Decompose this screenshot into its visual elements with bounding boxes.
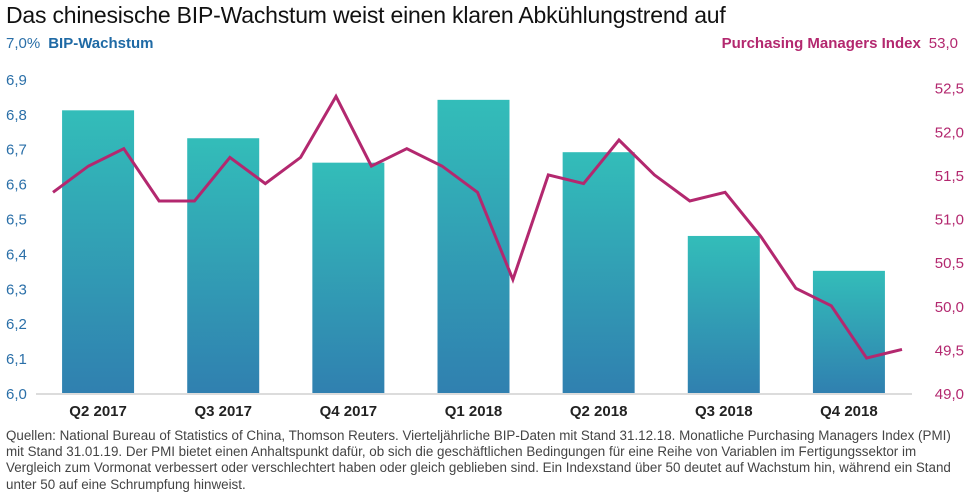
left-tick-label: 6,1 — [6, 351, 27, 368]
x-tick-label: Q2 2018 — [570, 403, 628, 420]
x-tick-label: Q2 2017 — [69, 403, 127, 420]
pmi-line — [52, 93, 903, 360]
source-footnote: Quellen: National Bureau of Statistics o… — [6, 428, 951, 492]
left-tick-label: 6,9 — [6, 72, 27, 89]
gdp-bar — [62, 110, 135, 393]
pmi-line-layer — [52, 93, 903, 360]
right-tick-label: 49,0 — [935, 386, 964, 403]
gdp-bar — [312, 162, 385, 393]
gdp-bar — [437, 99, 510, 393]
left-tick-label: 6,6 — [6, 177, 27, 194]
right-tick-label: 50,5 — [935, 255, 964, 272]
gdp-bar — [687, 235, 760, 393]
left-tick-label: 6,0 — [6, 386, 27, 403]
left-tick-label: 6,5 — [6, 212, 27, 229]
x-tick-label: Q3 2018 — [695, 403, 753, 420]
left-tick-label: 6,3 — [6, 281, 27, 298]
chart-title: Das chinesische BIP-Wachstum weist einen… — [6, 2, 726, 28]
right-tick-label: 50,0 — [935, 299, 964, 316]
x-axis-labels: Q2 2017 Q3 2017 Q4 2017 Q1 2018 Q2 2018 Q3 20… — [69, 403, 877, 420]
left-tick-label: 6,8 — [6, 107, 27, 124]
right-tick-label: 52,5 — [935, 81, 964, 98]
right-axis-ticks: 49,0 49,5 50,0 50,5 51,0 51,5 52,0 52,5 — [935, 81, 964, 403]
x-tick-label: Q4 2017 — [320, 403, 378, 420]
gdp-bar — [187, 138, 260, 393]
left-axis-title: BIP-Wachstum — [48, 35, 154, 52]
right-tick-label: 51,5 — [935, 168, 964, 185]
right-axis-top-tick: 53,0 — [928, 35, 958, 52]
x-tick-label: Q4 2018 — [820, 403, 878, 420]
x-tick-label: Q1 2018 — [445, 403, 503, 420]
x-tick-label: Q3 2017 — [194, 403, 252, 420]
gdp-bars — [62, 99, 885, 393]
left-tick-label: 6,2 — [6, 316, 27, 333]
left-axis-header: 7,0% BIP-Wachstum — [6, 35, 154, 52]
right-tick-label: 52,0 — [935, 124, 964, 141]
left-axis-ticks: 6,0 6,1 6,2 6,3 6,4 6,5 6,6 6,7 6,8 6,9 — [6, 72, 27, 403]
right-axis-title: Purchasing Managers Index — [721, 35, 921, 52]
right-axis-header: Purchasing Managers Index 53,0 — [722, 35, 958, 52]
left-tick-label: 6,4 — [6, 246, 27, 263]
left-axis-top-tick: 7,0% — [6, 35, 41, 52]
right-tick-label: 49,5 — [935, 342, 964, 359]
left-tick-label: 6,7 — [6, 142, 27, 159]
gdp-bar — [562, 152, 635, 393]
right-tick-label: 51,0 — [935, 212, 964, 229]
